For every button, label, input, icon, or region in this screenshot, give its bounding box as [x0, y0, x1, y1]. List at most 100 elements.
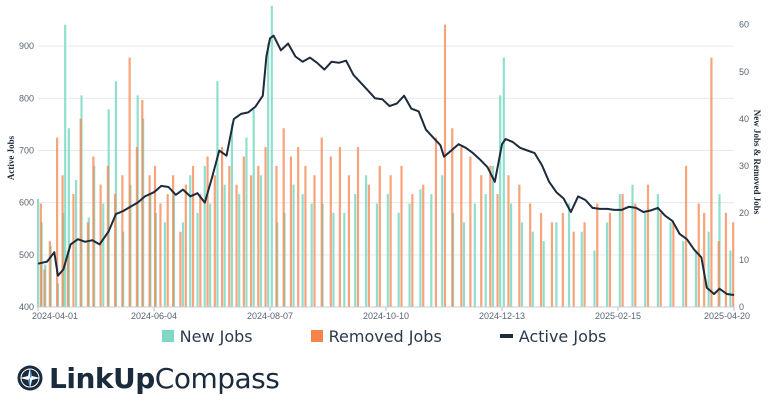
bar-removed-jobs [724, 212, 728, 307]
bar-new-jobs [64, 24, 67, 307]
y-right-tick-label: 60 [739, 20, 749, 30]
bar-new-jobs [364, 175, 368, 307]
bar-new-jobs [555, 222, 558, 307]
bar-removed-jobs [684, 165, 688, 307]
bar-removed-jobs [166, 194, 169, 307]
new-jobs-swatch [161, 330, 174, 342]
bar-new-jobs [606, 222, 609, 307]
x-tick-label: 2024-04-01 [32, 311, 78, 320]
bar-new-jobs [230, 123, 234, 307]
bar-removed-jobs [634, 203, 637, 307]
bar-new-jobs [593, 250, 596, 307]
bar-removed-jobs [66, 250, 70, 307]
bar-new-jobs [580, 231, 583, 307]
bar-new-jobs [67, 128, 70, 307]
bar-removed-jobs [184, 184, 187, 307]
y-right-tick-label: 40 [739, 114, 749, 124]
bar-new-jobs [419, 189, 422, 307]
bar-removed-jobs [220, 147, 224, 307]
bar-removed-jobs [539, 212, 543, 307]
bar-removed-jobs [282, 128, 285, 307]
bar-new-jobs [292, 184, 295, 307]
bar-removed-jobs [242, 156, 245, 307]
y-right-tick-label: 10 [739, 255, 749, 265]
bar-new-jobs [216, 81, 219, 307]
y-left-tick-label: 700 [19, 145, 34, 155]
bar-new-jobs [542, 241, 545, 307]
bar-removed-jobs [159, 203, 162, 307]
bar-removed-jobs [583, 222, 586, 307]
bar-removed-jobs [179, 231, 182, 307]
chart: 400 500 600 700 800 900 0 10 20 30 40 50 60 2024-04-0… [6, 5, 762, 320]
bar-new-jobs [509, 203, 513, 307]
bar-new-jobs [682, 241, 685, 307]
bar-removed-jobs [480, 175, 483, 307]
bar-removed-jobs [460, 147, 463, 307]
bar-new-jobs [375, 203, 379, 307]
bar-removed-jobs [400, 165, 403, 307]
y-axis-right-title: New Jobs & Removed Jobs [752, 110, 762, 215]
bar-removed-jobs [148, 175, 151, 307]
bar-removed-jobs [257, 165, 260, 307]
bar-new-jobs [163, 222, 166, 307]
bar-new-jobs [386, 194, 389, 307]
x-tick-label: 2025-02-15 [595, 311, 641, 320]
legend-item-removed-jobs[interactable]: Removed Jobs [310, 327, 442, 346]
bar-new-jobs [209, 203, 212, 307]
y-right-tick-label: 30 [739, 161, 749, 171]
bar-removed-jobs [422, 184, 425, 307]
bar-removed-jobs [141, 99, 144, 307]
bar-new-jobs [252, 109, 255, 308]
compass-icon [17, 365, 43, 391]
bar-removed-jobs [264, 147, 267, 307]
bar-new-jobs [189, 175, 192, 307]
bar-new-jobs [301, 194, 304, 307]
bar-removed-jobs [443, 24, 447, 307]
bar-removed-jobs [608, 212, 612, 307]
bar-removed-jobs [529, 203, 532, 307]
bar-new-jobs [270, 5, 273, 307]
bar-new-jobs [267, 43, 270, 307]
bar-removed-jobs [114, 194, 117, 307]
bar-removed-jobs [61, 175, 64, 307]
bar-removed-jobs [79, 118, 82, 307]
bar-removed-jobs [191, 165, 195, 307]
y-right-tick-label: 0 [739, 302, 744, 312]
legend-label-new-jobs: New Jobs [179, 326, 253, 346]
y-left-tick-label: 500 [19, 250, 34, 260]
legend-item-new-jobs[interactable]: New Jobs [161, 326, 253, 346]
bar-removed-jobs [329, 156, 332, 307]
bar-new-jobs [441, 175, 444, 307]
line-layer [37, 34, 735, 296]
active-jobs-line [37, 34, 735, 296]
active-jobs-swatch [499, 334, 513, 338]
bar-removed-jobs [732, 222, 735, 307]
bar-new-jobs [74, 179, 78, 307]
bar-new-jobs [238, 194, 241, 307]
legend-item-active-jobs[interactable]: Active Jobs [499, 327, 606, 346]
bar-new-jobs [332, 212, 335, 307]
bar-removed-jobs [389, 175, 392, 307]
bar-removed-jobs [289, 156, 293, 307]
bar-new-jobs [520, 222, 524, 307]
bar-new-jobs [462, 222, 466, 307]
bar-removed-jobs [135, 147, 138, 307]
bar-removed-jobs [128, 57, 131, 307]
legend: New Jobs Removed Jobs Active Jobs [0, 324, 768, 348]
bar-removed-jobs [313, 175, 316, 307]
bar-removed-jobs [56, 137, 59, 307]
bar-removed-jobs [106, 165, 109, 307]
bar-new-jobs [567, 203, 571, 307]
bar-new-jobs [343, 212, 346, 307]
bar-new-jobs [245, 137, 248, 307]
bar-new-jobs [707, 231, 710, 307]
brand-logo: LinkUp Compass [16, 360, 280, 396]
bar-new-jobs [181, 222, 185, 307]
bar-new-jobs [656, 194, 659, 307]
bar-removed-jobs [72, 194, 75, 307]
bar-new-jobs [473, 203, 476, 307]
bar-removed-jobs [451, 128, 454, 307]
bar-removed-jobs [469, 156, 472, 307]
bar-removed-jobs [434, 137, 438, 307]
bar-new-jobs [203, 165, 206, 307]
